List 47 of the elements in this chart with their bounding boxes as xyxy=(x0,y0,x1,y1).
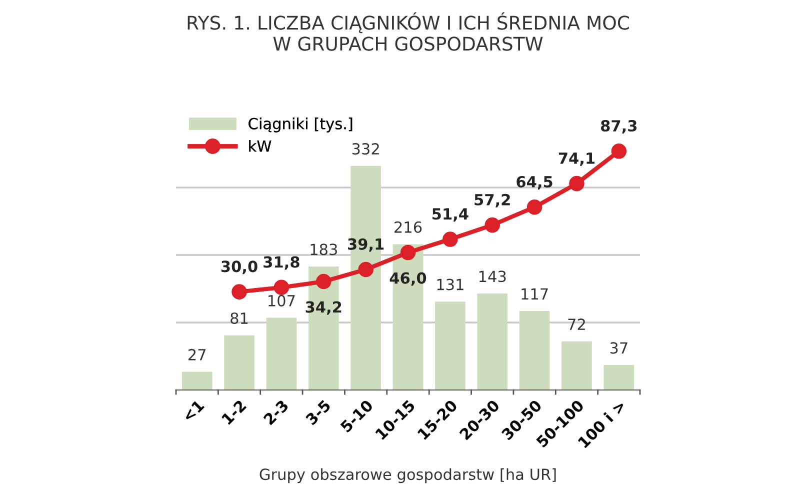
data-label: 72 xyxy=(568,318,585,330)
legend-label: Ciągniki [tys.] xyxy=(248,118,352,132)
point xyxy=(484,217,500,233)
data-label: 46,0 xyxy=(390,272,426,286)
point xyxy=(274,280,290,296)
bar xyxy=(519,311,550,390)
point xyxy=(400,244,416,260)
legend-label: kW xyxy=(249,140,272,152)
data-label: 143 xyxy=(479,270,506,282)
chart-title: RYS. 1. LICZBA CIĄGNIKÓW I ICH ŚREDNIA MOC W GRUPACH GOSPODARSTW xyxy=(188,12,629,51)
data-label: 39,1 xyxy=(348,238,384,252)
bar xyxy=(477,293,508,390)
data-label: 27 xyxy=(188,348,206,360)
data-label: 332 xyxy=(352,143,379,155)
data-label: 216 xyxy=(394,221,422,233)
point xyxy=(316,274,332,290)
x-tick-label: 3-5 xyxy=(305,399,332,426)
point xyxy=(358,262,374,278)
data-label: 30,0 xyxy=(221,260,258,274)
bar xyxy=(434,302,466,390)
data-label: 107 xyxy=(268,294,295,306)
x-axis-title: Grupy obszarowe gospodarstw [ha UR] xyxy=(260,468,556,484)
bar xyxy=(266,318,297,390)
x-tick-label: 2-3 xyxy=(262,399,289,426)
point xyxy=(611,144,627,159)
point xyxy=(569,176,584,192)
x-tick-label: <1 xyxy=(182,399,205,422)
data-label: 81 xyxy=(230,312,248,324)
data-label: 57,2 xyxy=(474,194,510,208)
data-label: 51,4 xyxy=(432,208,468,222)
data-label: 74,1 xyxy=(558,152,595,166)
data-label: 37 xyxy=(610,342,628,354)
bar xyxy=(562,341,592,390)
point xyxy=(232,284,247,300)
data-label: 117 xyxy=(522,288,548,300)
data-label: 131 xyxy=(437,278,464,290)
point xyxy=(526,199,542,215)
point xyxy=(442,232,458,247)
data-label: 87,3 xyxy=(600,120,637,134)
x-tick-label: 1-2 xyxy=(221,399,247,425)
data-label: 34,2 xyxy=(306,301,342,315)
bar xyxy=(182,372,212,390)
data-label: 64,5 xyxy=(516,176,552,190)
data-label: 183 xyxy=(310,244,337,256)
bar xyxy=(224,335,254,390)
data-label: 31,8 xyxy=(264,256,300,270)
bar xyxy=(604,365,634,390)
